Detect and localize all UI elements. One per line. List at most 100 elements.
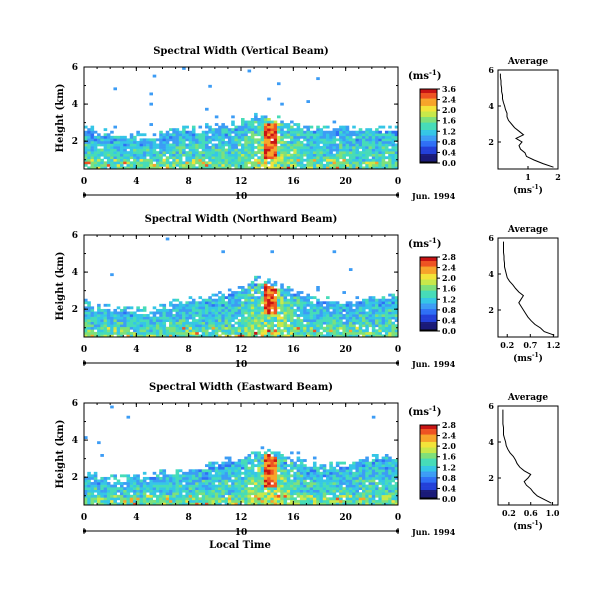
heatmap-cell bbox=[208, 166, 212, 170]
heatmap-cell bbox=[123, 502, 127, 506]
heatmap-cell bbox=[358, 143, 363, 147]
heatmap-cell bbox=[303, 130, 307, 134]
heatmap-cell bbox=[345, 331, 350, 335]
heatmap-cell bbox=[267, 456, 271, 460]
heatmap-cell bbox=[116, 497, 121, 501]
heatmap-cell bbox=[185, 479, 189, 483]
heatmap-cell bbox=[185, 492, 189, 496]
heatmap-cell bbox=[169, 138, 173, 142]
heatmap-cell bbox=[375, 163, 379, 167]
heatmap-cell bbox=[352, 311, 356, 315]
heatmap-cell bbox=[175, 329, 180, 333]
heatmap-cell bbox=[319, 146, 324, 149]
heatmap-cell bbox=[290, 156, 294, 160]
heatmap-cell bbox=[119, 329, 124, 333]
heatmap-cell bbox=[348, 311, 353, 315]
heatmap-cell bbox=[106, 314, 111, 317]
heatmap-cell bbox=[84, 143, 88, 147]
heatmap-cell bbox=[391, 153, 396, 157]
heatmap-cell bbox=[191, 484, 196, 488]
heatmap-cell bbox=[273, 461, 278, 465]
heatmap-cell bbox=[355, 329, 360, 333]
colorbar-swatch bbox=[420, 131, 437, 134]
heatmap-cell bbox=[165, 146, 170, 149]
heatmap-cell bbox=[342, 156, 346, 160]
heatmap-cell bbox=[100, 484, 104, 488]
heatmap-cell bbox=[211, 476, 216, 480]
average-profile-line bbox=[503, 241, 555, 336]
heatmap-cell bbox=[211, 479, 216, 483]
heatmap-cell bbox=[375, 454, 379, 457]
heatmap-cell bbox=[329, 329, 333, 333]
heatmap-cell bbox=[224, 308, 229, 312]
heatmap-cell bbox=[136, 499, 140, 503]
y-axis-label: Height (km) bbox=[55, 420, 66, 489]
heatmap-cell bbox=[391, 301, 396, 305]
heatmap-cell bbox=[247, 456, 252, 460]
heatmap-cell bbox=[106, 321, 111, 325]
heatmap-cell bbox=[155, 163, 160, 167]
heatmap-cell bbox=[388, 156, 392, 160]
heatmap-cell bbox=[273, 166, 278, 170]
heatmap-cell bbox=[214, 469, 219, 473]
heatmap-cell bbox=[273, 135, 278, 139]
heatmap-cell bbox=[191, 499, 196, 503]
heatmap-cell bbox=[244, 140, 248, 144]
heatmap-cell bbox=[365, 161, 369, 165]
heatmap-cell bbox=[185, 158, 189, 162]
heatmap-cell bbox=[175, 151, 180, 154]
heatmap-cell bbox=[342, 163, 346, 167]
heatmap-cell bbox=[296, 128, 301, 132]
heatmap-cell bbox=[280, 153, 284, 157]
heatmap-cell bbox=[162, 158, 167, 162]
heatmap-cell bbox=[244, 489, 248, 493]
heatmap-cell bbox=[254, 291, 258, 294]
heatmap-cell bbox=[375, 469, 379, 473]
heatmap-cell bbox=[257, 489, 261, 493]
heatmap-cell bbox=[136, 326, 140, 330]
heatmap-cell bbox=[375, 484, 379, 488]
heatmap-cell bbox=[371, 140, 376, 144]
heatmap-cell bbox=[371, 502, 376, 506]
heatmap-cell bbox=[142, 492, 147, 496]
heatmap-cell bbox=[335, 308, 340, 312]
heatmap-cell bbox=[208, 461, 212, 465]
heatmap-cell bbox=[296, 464, 301, 468]
heatmap-cell bbox=[335, 497, 340, 501]
heatmap-cell bbox=[165, 163, 170, 167]
heatmap-cell bbox=[378, 303, 382, 307]
heatmap-cell bbox=[218, 301, 222, 305]
heatmap-cell bbox=[244, 306, 248, 310]
heatmap-cell bbox=[103, 153, 108, 157]
heatmap-cell bbox=[280, 471, 284, 475]
heatmap-cell bbox=[276, 115, 281, 119]
heatmap-cell bbox=[263, 324, 268, 328]
heatmap-cell bbox=[139, 497, 144, 501]
heatmap-cell bbox=[263, 280, 268, 284]
heatmap-cell bbox=[375, 487, 379, 490]
heatmap-cell bbox=[93, 146, 98, 149]
heatmap-cell bbox=[113, 326, 118, 330]
heatmap-cell bbox=[159, 166, 163, 170]
heatmap-cell bbox=[322, 146, 327, 149]
heatmap-cell bbox=[182, 487, 186, 490]
heatmap-cell bbox=[214, 331, 219, 335]
heatmap-cell bbox=[165, 474, 170, 478]
heatmap-cell bbox=[211, 311, 216, 315]
heatmap-cell bbox=[97, 489, 101, 493]
heatmap-cell bbox=[280, 123, 284, 126]
heatmap-cell bbox=[306, 474, 310, 478]
heatmap-cell bbox=[169, 326, 173, 330]
heatmap-cell bbox=[312, 319, 317, 322]
heatmap-cell bbox=[384, 308, 389, 312]
heatmap-cell bbox=[283, 308, 288, 312]
heatmap-cell bbox=[352, 484, 356, 488]
heatmap-cell bbox=[208, 140, 212, 144]
heatmap-cell bbox=[100, 158, 104, 162]
heatmap-cell bbox=[244, 469, 248, 473]
heatmap-cell bbox=[303, 464, 307, 468]
colorbar-tick-label: 2.0 bbox=[442, 105, 456, 115]
heatmap-cell bbox=[211, 316, 216, 320]
heatmap-cell bbox=[283, 474, 288, 478]
heatmap-cell bbox=[335, 482, 340, 485]
